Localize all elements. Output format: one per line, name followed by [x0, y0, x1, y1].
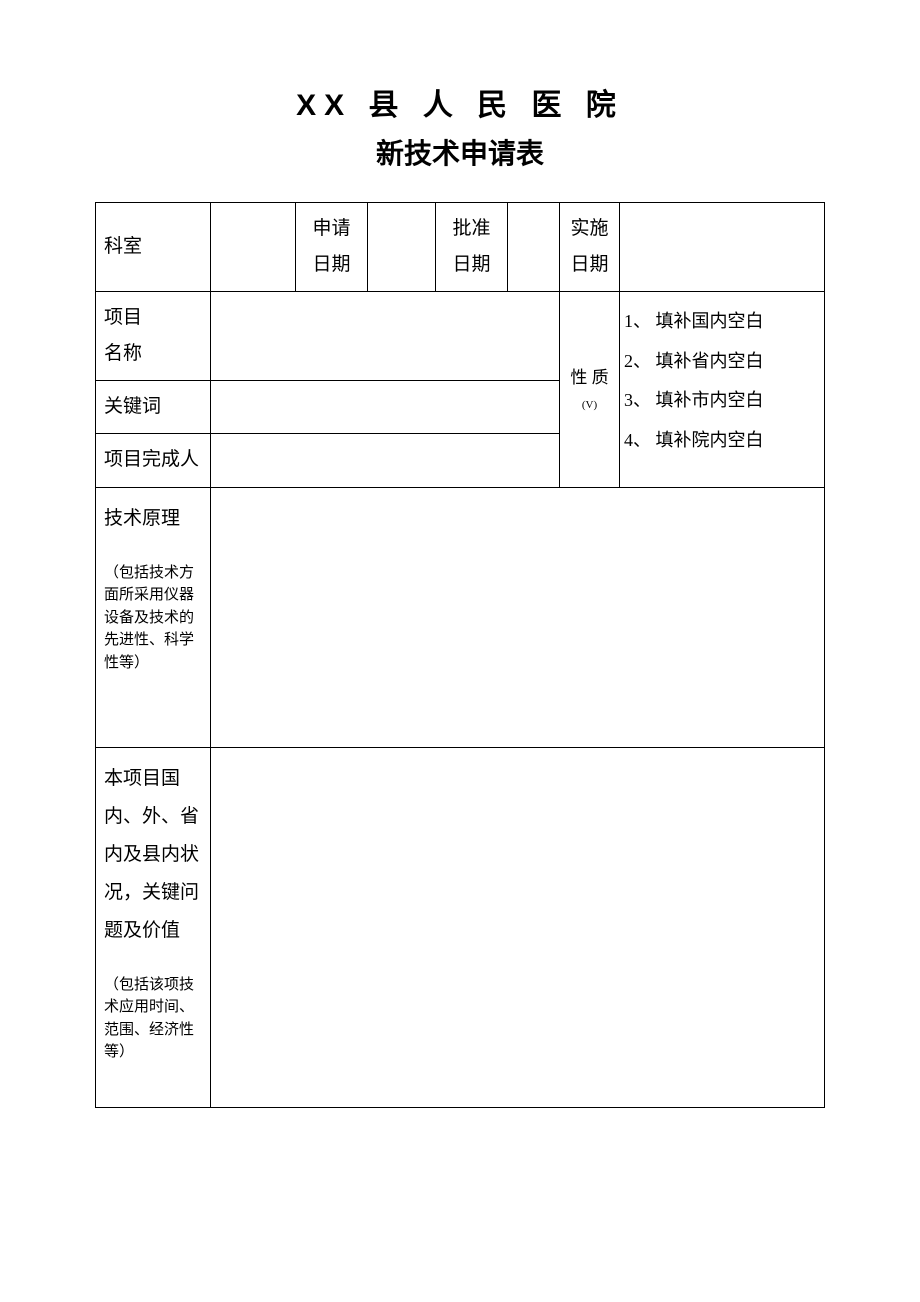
- row-dates: 科室 申请 日期 批准 日期 实施 日期: [96, 203, 825, 292]
- impl-date-value[interactable]: [620, 203, 825, 292]
- apply-date-label: 申请 日期: [296, 203, 368, 292]
- department-label: 科室: [96, 203, 211, 292]
- row-principle: 技术原理 （包括技术方面所采用仪器设备及技术的先进性、科学性等）: [96, 487, 825, 747]
- principle-value[interactable]: [211, 487, 825, 747]
- keyword-value[interactable]: [211, 381, 560, 434]
- row-status: 本项目国内、外、省内及县内状况，关键问题及价值 （包括该项技术应用时间、范围、经…: [96, 747, 825, 1107]
- status-label: 本项目国内、外、省内及县内状况，关键问题及价值 （包括该项技术应用时间、范围、经…: [96, 747, 211, 1107]
- department-value[interactable]: [211, 203, 296, 292]
- form-subtitle: 新技术申请表: [95, 132, 825, 172]
- hospital-title: XX 县 人 民 医 院: [95, 80, 825, 124]
- principle-label: 技术原理 （包括技术方面所采用仪器设备及技术的先进性、科学性等）: [96, 487, 211, 747]
- status-value[interactable]: [211, 747, 825, 1107]
- row-project-name: 项目 名称 性 质 (V) 1、 填补国内空白 2、 填补省内空白 3、 填补市…: [96, 292, 825, 381]
- option-1: 1、 填补国内空白: [624, 302, 820, 342]
- impl-date-label: 实施 日期: [560, 203, 620, 292]
- completer-value[interactable]: [211, 434, 560, 487]
- approve-date-label: 批准 日期: [436, 203, 508, 292]
- completer-label: 项目完成人: [96, 434, 211, 487]
- option-3: 3、 填补市内空白: [624, 381, 820, 421]
- nature-label: 性 质 (V): [560, 292, 620, 487]
- keyword-label: 关键词: [96, 381, 211, 434]
- principle-note: （包括技术方面所采用仪器设备及技术的先进性、科学性等）: [104, 562, 202, 675]
- option-4: 4、 填补院内空白: [624, 421, 820, 461]
- status-note: （包括该项技术应用时间、范围、经济性等）: [104, 974, 202, 1064]
- project-name-label: 项目 名称: [96, 292, 211, 381]
- application-form-table: 科室 申请 日期 批准 日期 实施 日期 项目 名称 性 质 (V) 1、 填补…: [95, 202, 825, 1108]
- form-header: XX 县 人 民 医 院 新技术申请表: [95, 80, 825, 172]
- option-2: 2、 填补省内空白: [624, 342, 820, 382]
- apply-date-value[interactable]: [368, 203, 436, 292]
- approve-date-value[interactable]: [508, 203, 560, 292]
- project-name-value[interactable]: [211, 292, 560, 381]
- nature-options[interactable]: 1、 填补国内空白 2、 填补省内空白 3、 填补市内空白 4、 填补院内空白: [620, 292, 825, 487]
